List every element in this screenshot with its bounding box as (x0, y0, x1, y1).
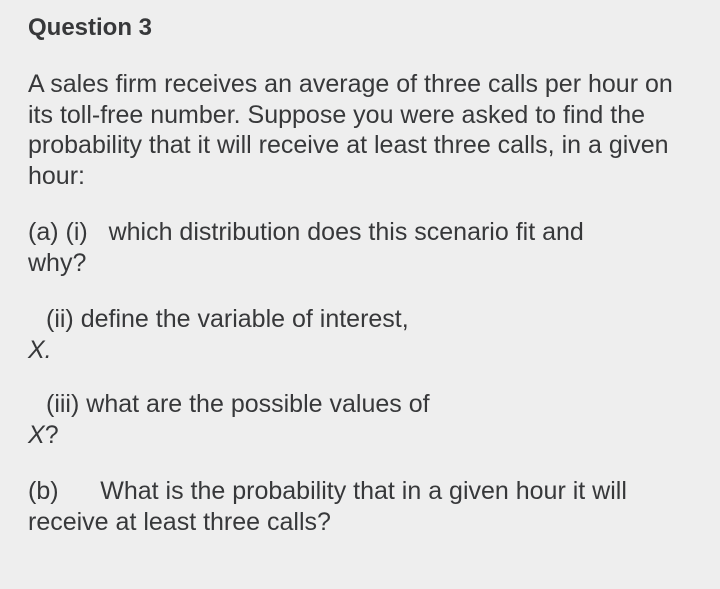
variable-x-label: X. (28, 336, 52, 364)
part-a-ii: (ii) define the variable of interest, X. (28, 304, 698, 365)
part-a-i: (a) (i) which distribution does this sce… (28, 217, 698, 278)
part-b: (b) What is the probability that in a gi… (28, 476, 698, 537)
variable-x-question: X (28, 421, 45, 449)
question-heading: Question 3 (28, 12, 698, 43)
part-a-i-prefix: (a) (i) (28, 218, 88, 246)
part-a-iii-text: what are the possible values of (86, 390, 429, 418)
part-a-iii-prefix: (iii) (46, 390, 79, 418)
part-b-cont: receive at least three calls? (28, 508, 331, 536)
part-a-ii-text: define the variable of interest, (81, 305, 409, 333)
question-page: Question 3 A sales firm receives an aver… (0, 0, 720, 537)
question-intro: A sales firm receives an average of thre… (28, 69, 698, 191)
part-a-iii: (iii) what are the possible values of X? (28, 389, 698, 450)
part-a-ii-prefix: (ii) (46, 305, 74, 333)
qmark: ? (45, 421, 59, 449)
part-b-text: What is the probability that in a given … (100, 477, 627, 505)
part-b-prefix: (b) (28, 477, 59, 505)
part-a-i-cont: why? (28, 249, 86, 277)
part-a-i-text: which distribution does this scenario fi… (109, 218, 584, 246)
